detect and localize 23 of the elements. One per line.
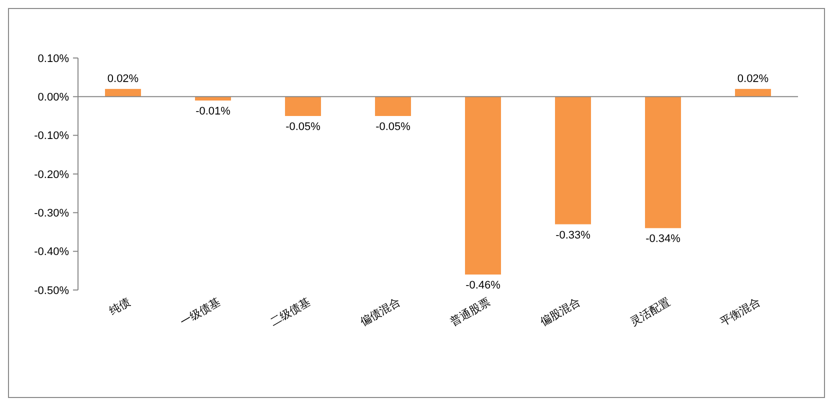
x-tick-label: 平衡混合	[718, 295, 762, 329]
data-label: -0.33%	[556, 229, 591, 242]
y-tick-label: 0.00%	[38, 92, 70, 104]
data-label: 0.02%	[737, 72, 769, 85]
y-tick-label: -0.40%	[34, 246, 70, 258]
y-tick-label: -0.50%	[34, 284, 70, 297]
x-tick-label: 一级债基	[178, 295, 222, 329]
data-label: 0.02%	[107, 72, 139, 85]
x-tick-label: 二级债基	[268, 295, 312, 329]
data-label: -0.46%	[466, 280, 501, 292]
data-label: -0.05%	[286, 121, 321, 133]
y-tick-label: -0.10%	[34, 130, 70, 142]
x-tick-label: 偏股混合	[538, 295, 582, 329]
y-tick-label: 0.10%	[38, 52, 70, 65]
x-tick-label: 偏债混合	[358, 295, 402, 329]
x-tick-label: 灵活配置	[628, 296, 672, 329]
data-label: -0.34%	[646, 233, 681, 246]
y-tick-label: -0.20%	[34, 168, 70, 181]
y-tick-label: -0.30%	[34, 208, 70, 220]
x-tick-label: 普通股票	[448, 295, 492, 329]
data-label: -0.05%	[376, 121, 411, 133]
x-tick-label: 纯债	[107, 296, 132, 318]
data-label: -0.01%	[196, 106, 231, 118]
